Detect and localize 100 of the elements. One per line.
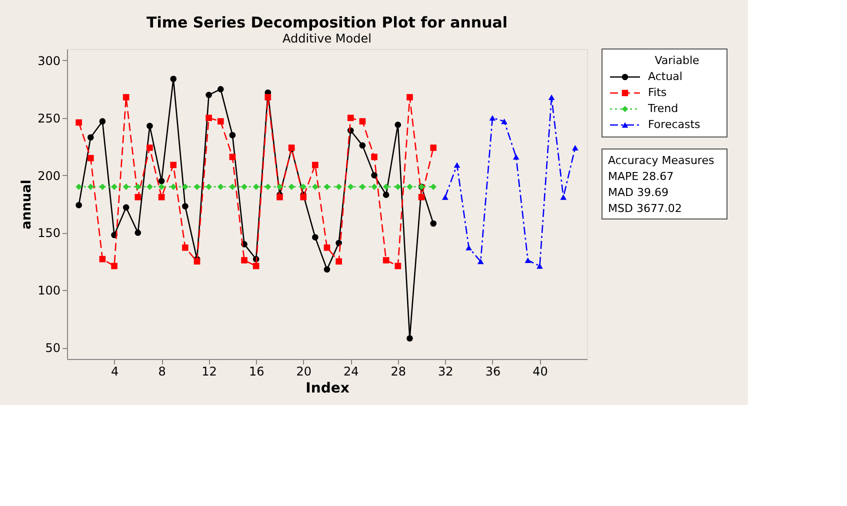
point bbox=[122, 204, 130, 211]
point bbox=[122, 94, 130, 100]
point bbox=[158, 184, 165, 190]
x-tick-label: 28 bbox=[390, 364, 406, 378]
point bbox=[324, 244, 330, 251]
point bbox=[382, 184, 390, 190]
x-tick-label: 8 bbox=[158, 364, 166, 378]
point bbox=[134, 194, 142, 200]
point bbox=[489, 115, 496, 121]
point bbox=[572, 145, 578, 150]
legend-label: Forecasts bbox=[648, 118, 701, 131]
x-tick-label: 40 bbox=[532, 364, 548, 378]
point bbox=[87, 154, 94, 162]
point bbox=[182, 184, 188, 190]
point bbox=[252, 184, 260, 190]
point bbox=[182, 244, 188, 251]
point bbox=[170, 162, 177, 168]
point bbox=[194, 258, 200, 265]
point bbox=[454, 162, 460, 168]
point bbox=[217, 86, 224, 92]
y-tick-label: 50 bbox=[45, 341, 60, 356]
point bbox=[76, 119, 82, 126]
point bbox=[276, 194, 283, 200]
point bbox=[418, 194, 425, 200]
x-tick-label: 20 bbox=[296, 364, 312, 378]
point bbox=[158, 194, 165, 200]
point bbox=[170, 184, 177, 190]
point bbox=[99, 256, 106, 262]
x-tick-label: 36 bbox=[485, 364, 501, 378]
point bbox=[501, 118, 508, 124]
point bbox=[371, 184, 378, 190]
y-tick-label: 150 bbox=[38, 226, 60, 240]
point bbox=[99, 184, 106, 190]
point bbox=[241, 257, 248, 264]
point bbox=[347, 184, 354, 190]
x-tick-label: 24 bbox=[343, 364, 359, 378]
point bbox=[206, 114, 212, 122]
point bbox=[99, 118, 106, 124]
point bbox=[217, 118, 224, 124]
text: MAPE 28.67 bbox=[608, 170, 674, 183]
point bbox=[134, 230, 142, 236]
point bbox=[371, 172, 378, 178]
point bbox=[548, 94, 555, 100]
legend-label: Actual bbox=[648, 70, 682, 83]
point bbox=[252, 262, 260, 270]
x-tick-label: 16 bbox=[248, 364, 264, 378]
point bbox=[229, 184, 236, 190]
point bbox=[524, 258, 532, 263]
point bbox=[442, 194, 448, 200]
y-tick-label: 250 bbox=[38, 111, 60, 126]
point bbox=[406, 94, 413, 100]
point bbox=[312, 234, 318, 240]
x-tick-label: 32 bbox=[438, 364, 454, 378]
point bbox=[134, 184, 142, 190]
point bbox=[217, 184, 224, 190]
point bbox=[430, 144, 437, 151]
point bbox=[288, 184, 295, 190]
y-tick-label: 200 bbox=[38, 168, 60, 183]
point bbox=[477, 258, 484, 264]
legend-title: Variable bbox=[654, 54, 700, 67]
point bbox=[146, 144, 153, 151]
point bbox=[300, 184, 307, 190]
point bbox=[87, 184, 94, 190]
x-tick-label: 12 bbox=[202, 364, 217, 378]
y-axis-title: annual bbox=[20, 180, 35, 230]
point bbox=[122, 184, 130, 190]
point bbox=[430, 184, 437, 190]
text: MAD 39.69 bbox=[608, 186, 668, 199]
x-axis-title: Index bbox=[306, 380, 350, 396]
point bbox=[324, 266, 330, 273]
point bbox=[206, 184, 212, 190]
chart-title: Time Series Decomposition Plot for annual bbox=[146, 14, 508, 32]
point bbox=[87, 134, 94, 141]
point bbox=[394, 184, 402, 190]
point bbox=[512, 154, 520, 160]
point bbox=[394, 262, 402, 270]
point bbox=[241, 184, 248, 190]
point bbox=[312, 184, 318, 190]
point bbox=[394, 122, 402, 128]
point bbox=[76, 202, 82, 208]
point bbox=[359, 118, 366, 124]
point bbox=[111, 184, 118, 190]
point bbox=[466, 244, 472, 250]
point bbox=[406, 184, 413, 190]
x-tick-label: 4 bbox=[110, 364, 119, 378]
point bbox=[371, 154, 378, 160]
point bbox=[312, 162, 318, 168]
point bbox=[359, 142, 366, 149]
point bbox=[264, 184, 272, 190]
point bbox=[536, 263, 543, 269]
text: MSD 3677.02 bbox=[608, 202, 682, 215]
point bbox=[229, 154, 236, 160]
y-tick-label: 100 bbox=[38, 284, 60, 298]
point bbox=[324, 184, 330, 190]
point bbox=[170, 76, 177, 82]
point bbox=[560, 194, 567, 200]
point bbox=[264, 94, 272, 100]
point bbox=[146, 184, 153, 190]
y-tick-label: 300 bbox=[38, 54, 60, 68]
point bbox=[158, 178, 165, 184]
